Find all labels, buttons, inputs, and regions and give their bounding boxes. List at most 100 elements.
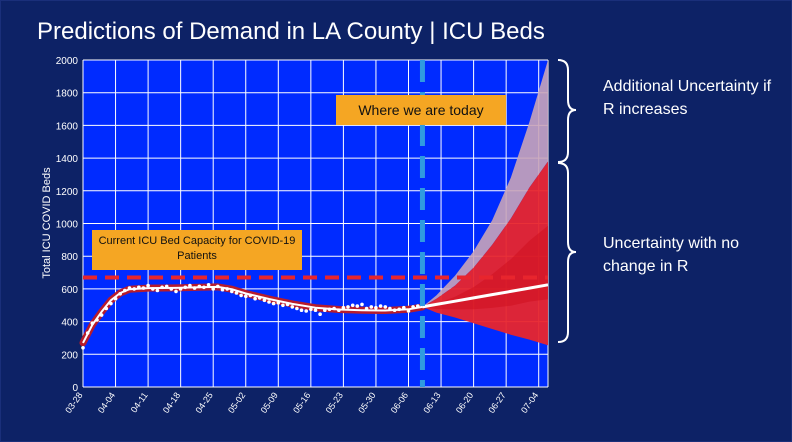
observed-point — [188, 283, 192, 288]
observed-point — [388, 306, 392, 311]
observed-point — [109, 301, 113, 306]
observed-point — [137, 285, 141, 290]
y-tick-label: 1600 — [56, 121, 79, 132]
observed-point — [416, 304, 420, 308]
projection-line — [422, 283, 549, 309]
observed-point — [104, 306, 109, 311]
observed-point — [151, 287, 155, 291]
y-tick-label: 800 — [61, 252, 78, 263]
today-callout: Where we are today — [336, 95, 506, 125]
y-tick-label: 1000 — [56, 220, 79, 231]
observed-point — [95, 318, 99, 322]
observed-point — [383, 305, 388, 309]
observed-point — [178, 287, 183, 291]
observed-point — [248, 293, 253, 298]
observed-point — [127, 286, 132, 290]
braces — [557, 59, 577, 343]
observed-point — [327, 307, 332, 312]
observed-point — [341, 305, 346, 310]
observed-point — [197, 284, 202, 289]
observed-point — [350, 303, 355, 308]
series-lines — [79, 283, 549, 347]
note-additional-uncertainty: Additional Uncertainty if R increases — [603, 78, 772, 118]
x-tick-label: 04-04 — [96, 390, 117, 415]
brace-additional — [557, 59, 577, 163]
observed-point — [202, 285, 206, 290]
observed-point — [216, 284, 220, 289]
y-axis-label: Total ICU COVID Beds — [41, 167, 53, 279]
observed-point — [132, 287, 136, 291]
x-tick-label: 04-11 — [129, 390, 150, 414]
observed-points — [81, 283, 420, 350]
observed-point — [262, 298, 267, 303]
x-tick-label: 06-06 — [389, 390, 410, 415]
observed-point — [257, 296, 262, 300]
x-tick-label: 06-27 — [486, 390, 507, 415]
x-tick-label: 07-04 — [519, 390, 540, 415]
observed-point — [318, 312, 322, 317]
observed-point — [118, 292, 122, 296]
x-tick-label: 05-23 — [324, 390, 345, 415]
observed-point — [374, 305, 378, 310]
observed-point — [271, 301, 276, 306]
y-tick-label: 1200 — [56, 187, 79, 198]
x-tick-label: 06-20 — [454, 390, 475, 415]
observed-point — [364, 306, 369, 311]
x-tick-label: 06-13 — [421, 390, 442, 415]
observed-point — [230, 289, 234, 294]
observed-point — [123, 288, 127, 293]
observed-point — [141, 286, 146, 290]
observed-point — [323, 308, 327, 313]
x-tick-label: 04-18 — [161, 390, 182, 415]
x-tick-label: 05-09 — [259, 390, 280, 415]
observed-point — [192, 286, 197, 290]
band-additional-uncertainty — [422, 60, 548, 307]
observed-point — [183, 285, 188, 290]
observed-point — [160, 285, 164, 290]
x-tick-label: 05-02 — [226, 390, 247, 415]
observed-point — [360, 302, 364, 307]
brace-no-change — [557, 162, 577, 343]
fit-line — [82, 285, 423, 344]
observed-point — [378, 304, 383, 308]
observed-point — [99, 313, 104, 317]
observed-point — [234, 291, 239, 295]
observed-point — [206, 283, 211, 287]
observed-point — [397, 307, 402, 312]
observed-point — [81, 346, 85, 350]
y-tick-label: 200 — [61, 350, 78, 361]
observed-point — [313, 308, 318, 313]
uncertainty-bands — [422, 60, 548, 346]
observed-point — [146, 283, 150, 288]
observed-point — [309, 307, 313, 312]
slide-title: Predictions of Demand in LA County | ICU… — [37, 18, 545, 45]
y-tick-label: 2000 — [56, 56, 79, 67]
observed-point — [169, 287, 174, 291]
observed-point — [239, 293, 243, 298]
observed-point — [411, 305, 415, 309]
y-tick-label: 0 — [72, 383, 78, 394]
y-tick-label: 600 — [61, 285, 78, 296]
observed-point — [392, 308, 397, 313]
observed-point — [174, 289, 178, 294]
note-no-change-uncertainty: Uncertainty with no change in R — [603, 235, 740, 275]
observed-point — [267, 300, 271, 304]
observed-point — [113, 296, 118, 301]
reference-lines — [83, 60, 548, 387]
observed-point — [337, 308, 341, 313]
observed-point — [285, 302, 290, 307]
observed-point — [225, 287, 229, 291]
x-tick-label: 05-30 — [356, 390, 377, 415]
x-tick-label: 05-16 — [291, 390, 312, 415]
x-tick-label: 04-25 — [193, 390, 214, 415]
y-tick-label: 400 — [61, 318, 78, 329]
observed-point — [406, 309, 411, 313]
observed-point — [90, 321, 95, 326]
y-tick-label: 1400 — [56, 154, 79, 165]
band-core — [422, 225, 548, 310]
y-tick-label: 1800 — [56, 89, 79, 100]
observed-point — [220, 287, 225, 292]
observed-point — [244, 294, 248, 299]
observed-point — [281, 303, 285, 308]
